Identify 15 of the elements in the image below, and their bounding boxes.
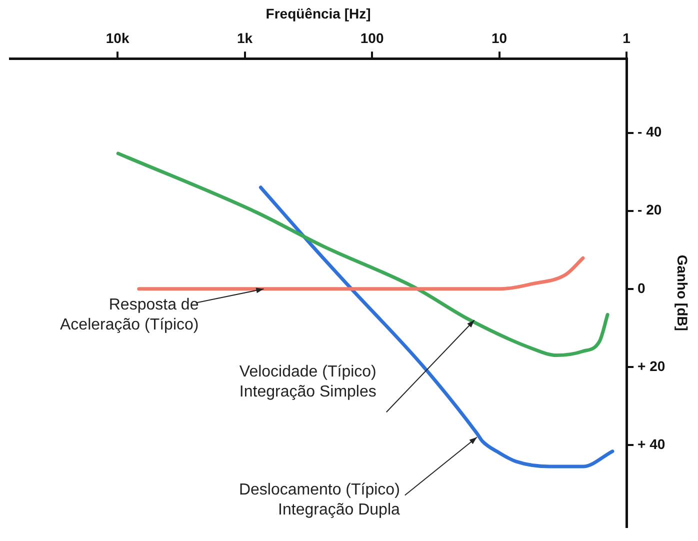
- x-tick-label: 100: [360, 30, 384, 46]
- y-tick-label: + 40: [638, 436, 666, 452]
- y-tick-label: 0: [638, 280, 646, 296]
- y-tick-label: - 40: [638, 124, 662, 140]
- x-tick-label: 10: [492, 30, 508, 46]
- y-axis-title: Ganho [dB]: [674, 254, 691, 331]
- x-tick-label: 1k: [237, 30, 253, 46]
- annotation: Velocidade (Típico) Integração Simples: [239, 364, 376, 401]
- x-axis-title: Freqüência [Hz]: [266, 5, 371, 22]
- y-tick-label: + 20: [638, 358, 666, 374]
- annotation: Deslocamento (Típico) Integração Dupla: [238, 482, 400, 519]
- annotation: Resposta de Aceleração (Típico): [60, 296, 199, 334]
- x-tick-label: 1: [622, 30, 631, 46]
- x-tick-label: 10k: [106, 30, 130, 46]
- y-tick-label: - 20: [638, 202, 662, 218]
